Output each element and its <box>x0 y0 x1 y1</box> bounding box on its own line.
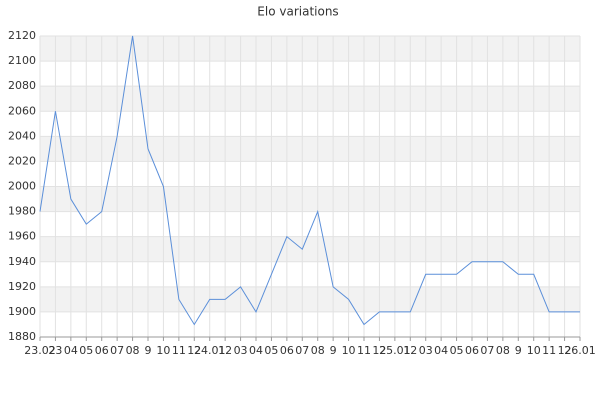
y-tick-label: 2040 <box>8 129 36 142</box>
x-tick-label: 24.01 <box>194 344 226 357</box>
grid-band <box>40 36 580 62</box>
y-tick-label: 2120 <box>8 29 36 42</box>
x-tick-label: 25.01 <box>379 344 411 357</box>
x-tick-label: 23.02 <box>24 344 56 357</box>
x-tick-label: 26.01 <box>564 344 596 357</box>
x-tick-label: 06 <box>95 344 109 357</box>
x-tick-label: 11 <box>542 344 556 357</box>
y-tick-label: 1880 <box>8 330 36 343</box>
y-tick-label: 1980 <box>8 205 36 218</box>
x-tick-label: 07 <box>295 344 309 357</box>
x-tick-label: 07 <box>480 344 494 357</box>
x-tick-label: 12 <box>372 344 386 357</box>
y-tick-label: 1960 <box>8 230 36 243</box>
x-tick-label: 08 <box>496 344 510 357</box>
x-tick-label: 11 <box>357 344 371 357</box>
x-tick-label: 12 <box>218 344 232 357</box>
grid-band <box>40 136 580 162</box>
grid-band <box>40 86 580 112</box>
x-tick-label: 23 <box>48 344 62 357</box>
x-tick-label: 05 <box>264 344 278 357</box>
grid-band <box>40 286 580 312</box>
x-tick-label: 08 <box>126 344 140 357</box>
y-tick-label: 1940 <box>8 255 36 268</box>
x-tick-label: 10 <box>156 344 170 357</box>
x-tick-label: 9 <box>330 344 337 357</box>
y-tick-label: 2060 <box>8 104 36 117</box>
y-tick-label: 1900 <box>8 305 36 318</box>
x-tick-label: 9 <box>515 344 522 357</box>
chart-title: Elo variations <box>257 5 338 19</box>
x-tick-label: 05 <box>79 344 93 357</box>
line <box>39 35 580 326</box>
x-tick-label: 10 <box>342 344 356 357</box>
x-tick-label: 03 <box>419 344 433 357</box>
x-tick-label: 12 <box>558 344 572 357</box>
x-tick-label: 05 <box>450 344 464 357</box>
y-tick-label: 2080 <box>8 79 36 92</box>
x-tick-label: 11 <box>172 344 186 357</box>
grid-band <box>40 186 580 212</box>
x-tick-label: 04 <box>64 344 78 357</box>
grid-band <box>40 236 580 262</box>
x-tick-label: 10 <box>527 344 541 357</box>
x-tick-label: 06 <box>280 344 294 357</box>
x-tick-label: 03 <box>234 344 248 357</box>
y-tick-label: 2100 <box>8 54 36 67</box>
y-tick-label: 1920 <box>8 280 36 293</box>
x-tick-label: 07 <box>110 344 124 357</box>
x-tick-label: 12 <box>403 344 417 357</box>
x-tick-label: 04 <box>434 344 448 357</box>
y-tick-label: 2020 <box>8 154 36 167</box>
x-tick-label: 06 <box>465 344 479 357</box>
y-tick-label: 2000 <box>8 180 36 193</box>
x-tick-label: 08 <box>311 344 325 357</box>
x-tick-label: 04 <box>249 344 263 357</box>
x-tick-label: 12 <box>187 344 201 357</box>
x-tick-label: 9 <box>145 344 152 357</box>
